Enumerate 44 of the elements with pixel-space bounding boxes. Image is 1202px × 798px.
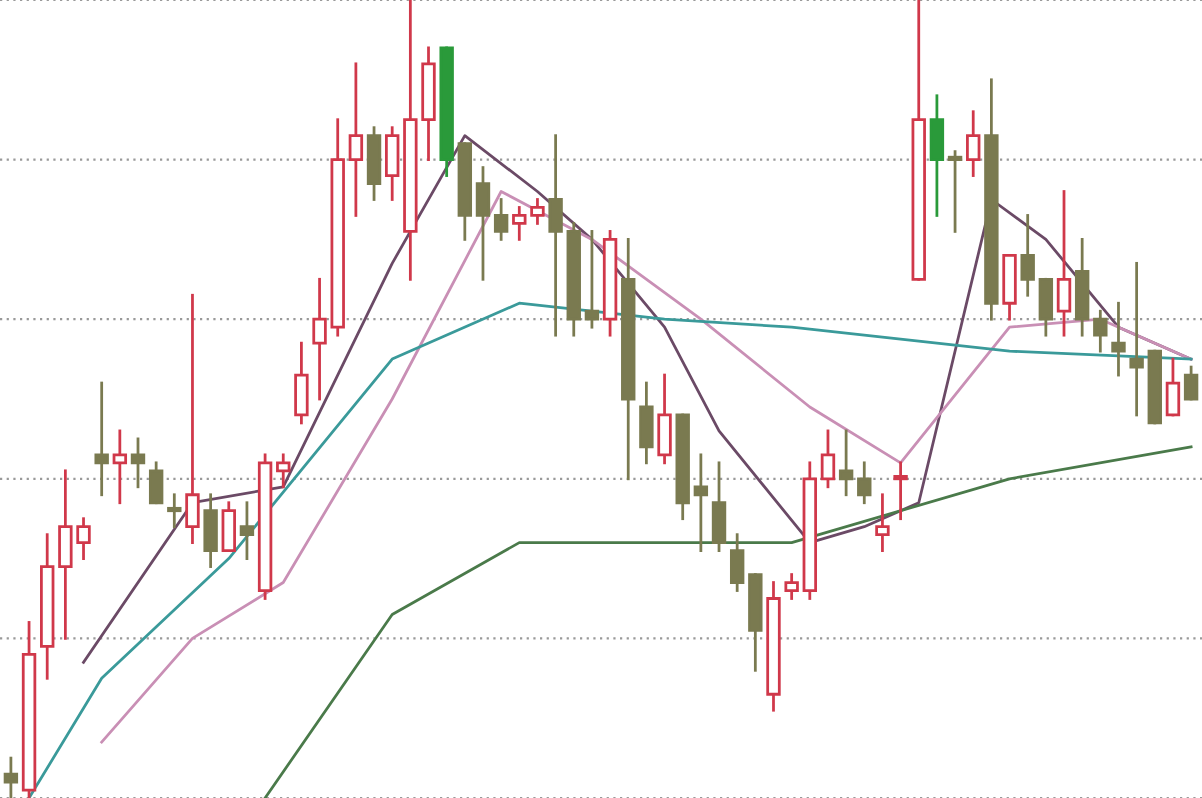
candlestick (1111, 301, 1126, 377)
candlestick (1020, 214, 1035, 297)
candlestick (875, 493, 890, 553)
candlestick (1002, 253, 1017, 321)
candlestick (384, 126, 400, 201)
candlestick (366, 126, 382, 201)
candlestick (3, 756, 19, 798)
candlestick (838, 429, 854, 497)
candlestick (1183, 365, 1199, 401)
candlestick (112, 429, 128, 505)
candlestick (475, 166, 491, 281)
candlestick (966, 110, 981, 177)
candlestick (857, 461, 872, 505)
candlestick (1093, 309, 1108, 353)
candlestick (711, 461, 727, 553)
candlestick (94, 381, 109, 497)
candlestick (947, 150, 963, 233)
candlestick (130, 437, 146, 489)
candlestick (348, 62, 364, 217)
candlestick (1056, 190, 1072, 337)
candlestick (548, 134, 563, 337)
candlestick (1165, 357, 1181, 417)
candlestick (1038, 277, 1054, 337)
candlestick (512, 206, 527, 241)
candlestick (584, 230, 600, 329)
candlestick (639, 381, 654, 465)
candlestick (294, 341, 309, 425)
candlestick (239, 501, 255, 560)
candlestick (929, 94, 945, 217)
candlestick (276, 453, 291, 489)
candlestick (312, 277, 327, 401)
candlestick (221, 501, 236, 553)
candlestick (1074, 238, 1090, 337)
candlestick (729, 533, 745, 592)
candlestick (693, 453, 709, 553)
candlestick (148, 461, 164, 505)
candlestick (203, 493, 218, 568)
candlestick (657, 373, 672, 465)
candlestick (893, 461, 908, 521)
candlestick (493, 198, 509, 241)
candlestick (784, 573, 799, 600)
candlestick (820, 429, 836, 489)
candlestick (530, 198, 545, 225)
candlestick (1129, 261, 1144, 417)
